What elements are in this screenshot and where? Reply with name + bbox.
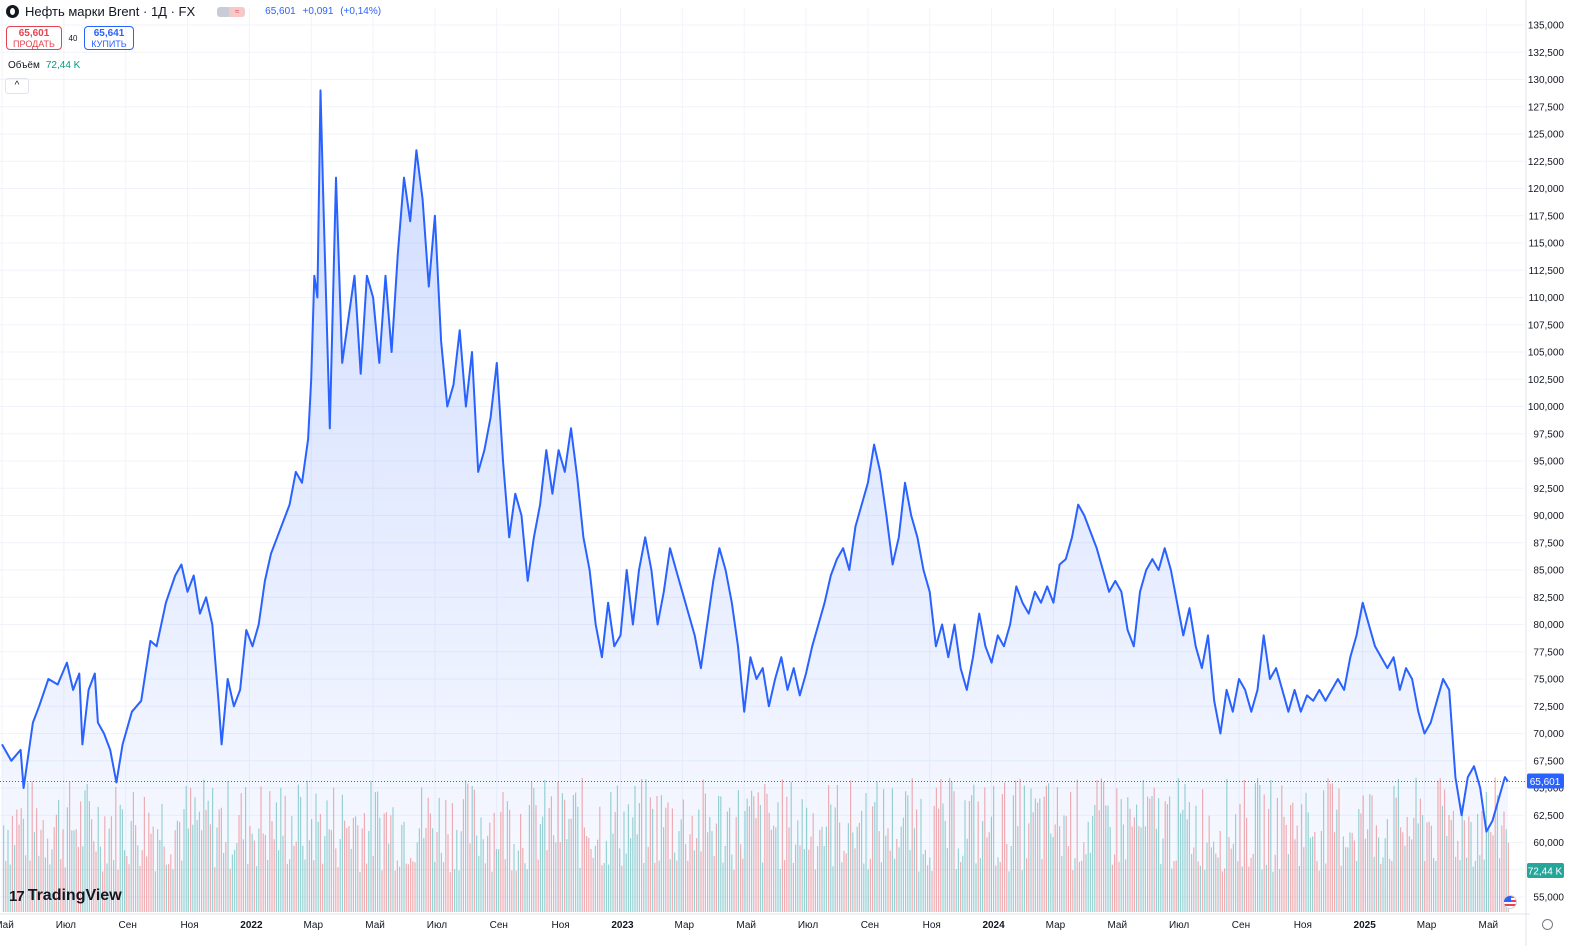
y-tick-label: 70,000 — [1533, 729, 1564, 740]
y-tick-label: 130,000 — [1528, 75, 1565, 86]
y-tick-label: 87,500 — [1533, 538, 1564, 549]
y-tick-label: 102,500 — [1528, 375, 1565, 386]
last-price: 65,601 — [265, 6, 296, 17]
time-axis[interactable]: Май Июл Сен Ноя 2022 Мар Май Июл Сен Ноя 2023 Мар Ма… — [0, 913, 1530, 931]
y-tick-label: 135,000 — [1528, 21, 1565, 32]
x-tick-label: Сен — [490, 920, 508, 931]
us-flag-icon[interactable] — [1503, 895, 1517, 909]
symbol-title[interactable]: Нефть марки Brent · 1Д · FX — [25, 4, 196, 19]
y-tick-label: 75,000 — [1533, 675, 1564, 686]
x-tick-label: 2024 — [982, 920, 1005, 931]
x-tick-label: 2022 — [240, 920, 263, 931]
price-area — [2, 90, 1508, 912]
buy-label: КУПИТЬ — [91, 39, 127, 49]
market-status-badge[interactable] — [217, 6, 230, 17]
y-tick-label: 80,000 — [1533, 620, 1564, 631]
price-axis[interactable]: 55,00057,50060,00062,50065,00067,50070,0… — [1525, 0, 1565, 946]
price-series — [0, 89, 1530, 912]
price-change-pct: (+0,14%) — [340, 6, 382, 17]
logo-mark: 17 — [9, 887, 25, 905]
y-tick-label: 82,500 — [1533, 593, 1564, 604]
y-tick-label: 90,000 — [1533, 511, 1564, 522]
y-tick-label: 117,500 — [1529, 211, 1565, 222]
sell-label: ПРОДАТЬ — [13, 39, 55, 49]
x-tick-label: Ноя — [552, 920, 570, 931]
y-tick-label: 60,000 — [1533, 838, 1564, 849]
y-tick-label: 62,500 — [1533, 811, 1564, 822]
y-tick-label: 65,000 — [1533, 784, 1564, 795]
volume-legend[interactable]: Объём 72,44 K — [8, 60, 80, 71]
volume-value: 72,44 K — [45, 60, 81, 71]
volume-badge — [1527, 863, 1564, 878]
buy-price: 65,641 — [93, 28, 125, 39]
x-tick-label: Май — [736, 920, 756, 931]
x-tick-label: Май — [1107, 920, 1127, 931]
x-tick-label: Май — [365, 920, 385, 931]
x-tick-label: Ноя — [923, 920, 941, 931]
y-tick-label: 72,500 — [1533, 702, 1564, 713]
y-tick-label: 107,500 — [1528, 320, 1565, 331]
x-tick-label: Май — [0, 920, 14, 931]
y-tick-label: 85,000 — [1533, 566, 1564, 577]
status-badges[interactable]: ≈ — [217, 6, 246, 17]
price-change: +0,091 — [302, 6, 334, 17]
x-tick-label: 2025 — [1354, 920, 1377, 931]
y-tick-label: 55,000 — [1533, 893, 1564, 904]
sell-button[interactable]: 65,601 ПРОДАТЬ — [6, 26, 62, 50]
volume-bar — [1507, 842, 1509, 912]
x-tick-label: Мар — [675, 920, 695, 931]
x-tick-label: Июл — [798, 920, 818, 931]
x-tick-label: Ноя — [180, 920, 198, 931]
y-tick-label: 67,500 — [1533, 756, 1564, 767]
quote-values: 65,601 +0,091 (+0,14%) — [265, 6, 385, 17]
y-tick-label: 100,000 — [1528, 402, 1565, 413]
x-tick-label: Мар — [1417, 920, 1437, 931]
x-tick-label: Июл — [1169, 920, 1189, 931]
data-delay-badge[interactable]: ≈ — [229, 6, 246, 17]
y-tick-label: 97,500 — [1533, 429, 1564, 440]
trade-panel: 65,601 ПРОДАТЬ 40 65,641 КУПИТЬ — [6, 26, 134, 50]
y-tick-label: 105,000 — [1528, 348, 1565, 359]
x-tick-label: 2023 — [611, 920, 634, 931]
y-tick-label: 110,000 — [1529, 293, 1565, 304]
oil-drop-icon — [6, 5, 19, 18]
y-tick-label: 77,500 — [1533, 647, 1564, 658]
y-tick-label: 120,000 — [1528, 184, 1565, 195]
y-tick-label: 92,500 — [1533, 484, 1564, 495]
y-tick-label: 127,500 — [1528, 102, 1565, 113]
x-tick-label: Мар — [1046, 920, 1066, 931]
sell-price: 65,601 — [18, 28, 50, 39]
x-tick-label: Июл — [427, 920, 447, 931]
x-tick-label: Июл — [56, 920, 76, 931]
y-tick-label: 95,000 — [1533, 457, 1564, 468]
y-tick-label: 122,500 — [1528, 157, 1565, 168]
last-price-label: 65,601 — [1530, 777, 1561, 788]
volume-value-label: 72,44 K — [1528, 867, 1563, 878]
last-price-badge — [1527, 773, 1564, 789]
y-tick-label: 112,500 — [1529, 266, 1565, 277]
volume-label: Объём — [8, 60, 40, 71]
y-tick-label: 132,500 — [1528, 48, 1565, 59]
spread-value: 40 — [68, 33, 78, 43]
x-tick-label: Сен — [119, 920, 137, 931]
tradingview-logo[interactable]: 17 TradingView — [9, 887, 122, 905]
axis-value-labels: 65,601 72,44 K — [1527, 773, 1564, 878]
x-tick-label: Мар — [303, 920, 323, 931]
y-tick-label: 125,000 — [1528, 130, 1565, 141]
chevron-up-icon[interactable]: ^ — [5, 78, 29, 94]
gear-icon[interactable] — [1542, 919, 1553, 930]
logo-text: TradingView — [27, 887, 122, 904]
x-tick-label: Май — [1479, 920, 1499, 931]
x-tick-label: Сен — [1232, 920, 1250, 931]
buy-button[interactable]: 65,641 КУПИТЬ — [84, 26, 134, 50]
x-tick-label: Сен — [861, 920, 879, 931]
chart-header: Нефть марки Brent · 1Д · FX ≈ 65,601 +0,… — [6, 4, 385, 19]
x-tick-label: Ноя — [1294, 920, 1312, 931]
y-tick-label: 115,000 — [1529, 239, 1565, 250]
